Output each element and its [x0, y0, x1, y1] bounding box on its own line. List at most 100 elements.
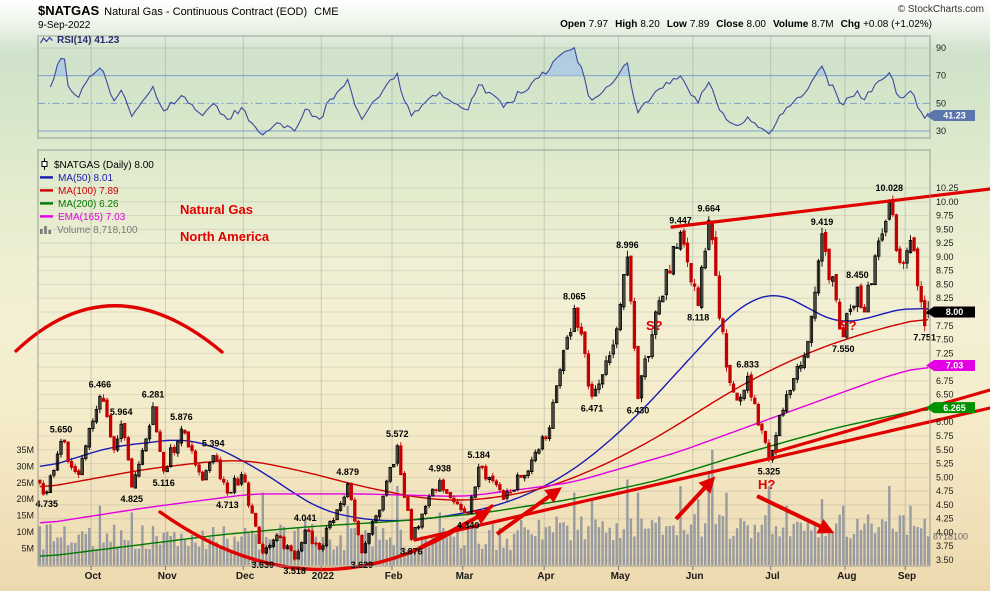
copyright: © StockCharts.com: [897, 4, 984, 15]
price-axis-tick: 8.50: [936, 279, 954, 289]
volume-axis-tick: 35M: [16, 445, 34, 455]
price-swing-label: 9.664: [698, 203, 721, 213]
x-axis-month-label: Oct: [85, 571, 102, 582]
g-ma-overlays: [39, 294, 929, 557]
price-swing-label: 9.447: [669, 215, 692, 225]
rsi-line-icon: [40, 36, 53, 44]
x-axis-month-label: Sep: [898, 571, 916, 582]
price-swing-label: 5.116: [153, 478, 175, 488]
rsi-label-text: RSI(14) 41.23: [57, 35, 120, 46]
g-gridlines: [38, 36, 930, 566]
price-axis-tick: 5.00: [936, 472, 954, 482]
price-swing-label: 3.518: [283, 566, 306, 576]
quote-value: 8.00: [746, 19, 766, 30]
annotation-text: North America: [180, 229, 270, 244]
price-swing-label: 5.184: [467, 450, 490, 460]
legend-item: $NATGAS (Daily) 8.00: [40, 158, 154, 173]
price-axis-tick: 5.50: [936, 445, 954, 455]
price-axis-tick: 3.50: [936, 555, 954, 565]
price-badge-8.00: [926, 306, 975, 318]
last-volume-value: 8718100: [933, 531, 968, 541]
legend-item: MA(100) 7.89: [40, 185, 154, 198]
price-swing-label: 4.340: [457, 521, 480, 531]
annotation-text: S?: [646, 318, 663, 333]
volume-axis-tick: 20M: [16, 494, 34, 504]
x-axis-month-label: Mar: [456, 571, 474, 582]
price-swing-label: 6.471: [581, 403, 604, 413]
price-swing-label: 7.550: [832, 344, 855, 354]
line-icon: [40, 186, 53, 197]
legend-item: MA(200) 6.26: [40, 198, 154, 211]
price-axis-tick: 4.50: [936, 500, 954, 510]
price-axis-tick: 5.25: [936, 459, 954, 469]
annotation-text: H?: [758, 477, 775, 492]
price-swing-label: 5.876: [170, 412, 193, 422]
volume-icon: [40, 224, 52, 237]
price-axis-tick: 5.75: [936, 431, 954, 441]
price-axis-tick: 6.75: [936, 376, 954, 386]
rsi-badge: [926, 110, 975, 121]
symbol-label: $NATGAS: [38, 3, 100, 18]
rsi-axis-tick: 30: [936, 126, 946, 136]
x-axis-month-label: Jul: [765, 571, 780, 582]
price-swing-label: 5.964: [110, 407, 133, 417]
legend-item: MA(50) 8.01: [40, 172, 154, 185]
x-axis-month-label: Feb: [385, 571, 403, 582]
chart-date: 9-Sep-2022: [38, 20, 91, 31]
legend-item: Volume 8,718,100: [40, 224, 154, 237]
quote-value: 7.97: [588, 19, 609, 30]
quote-value: 8.7M: [811, 19, 834, 30]
x-axis-month-label: Jun: [686, 571, 704, 582]
price-axis-tick: 9.50: [936, 224, 954, 234]
legend-label: MA(50) 8.01: [58, 173, 114, 184]
legend-label: MA(200) 6.26: [58, 199, 119, 210]
g-analyst-annotations: Natural Gas North America S? S? H?: [14, 187, 990, 572]
x-axis-month-label: 2022: [312, 571, 335, 582]
price-swing-label: 5.394: [202, 439, 225, 449]
legend-label: Volume 8,718,100: [57, 225, 138, 236]
line-icon: [40, 199, 53, 210]
price-swing-label: 4.713: [216, 500, 239, 510]
price-swing-label: 4.825: [121, 494, 144, 504]
g-rsi-plot: [49, 46, 929, 136]
price-axis-tick: 7.25: [936, 348, 954, 358]
chart-legend: $NATGAS (Daily) 8.00 MA(50) 8.01 MA(100) 7…: [40, 158, 154, 237]
quote-value: 8.20: [640, 19, 660, 30]
rsi-indicator-label: RSI(14) 41.23: [40, 35, 119, 46]
quote-value: 7.89: [689, 19, 710, 30]
price-axis-tick: 6.50: [936, 390, 954, 400]
price-axis-tick: 10.00: [936, 197, 959, 207]
price-swing-label: 3.876: [400, 546, 423, 556]
quote-label: Close: [716, 19, 744, 30]
chart-title: Natural Gas - Continuous Contract (EOD): [104, 6, 308, 18]
price-axis-tick: 9.00: [936, 252, 954, 262]
legend-item: EMA(165) 7.03: [40, 211, 154, 224]
price-swing-label: 9.419: [811, 217, 834, 227]
rsi-axis-tick: 50: [936, 98, 946, 108]
volume-axis-tick: 30M: [16, 461, 34, 471]
price-badge-8.00-text: 8.00: [946, 307, 964, 317]
line-icon: [40, 173, 53, 184]
quote-value: +0.08 (+1.02%): [863, 19, 932, 30]
candlestick-icon: [40, 158, 49, 173]
price-badge-7.03: [926, 360, 975, 371]
price-badge-6.265-text: 6.265: [943, 403, 966, 413]
x-axis-month-label: Aug: [837, 571, 856, 582]
rsi-axis-tick: 70: [936, 71, 946, 81]
x-axis-month-label: May: [611, 571, 631, 582]
price-swing-label: 10.028: [876, 183, 904, 193]
rsi-axis-tick: 90: [936, 43, 946, 53]
volume-axis-tick: 25M: [16, 478, 34, 488]
line-icon: [40, 212, 53, 223]
price-swing-label: 8.065: [563, 291, 586, 301]
overlay-MA(100): [39, 319, 929, 501]
quote-label: Open: [560, 19, 586, 30]
x-axis-month-label: Apr: [537, 571, 554, 582]
price-swing-label: 4.938: [429, 464, 452, 474]
x-axis-month-label: Dec: [236, 571, 255, 582]
g-axes: 90 70 50 30 3.50 3.75 4.00 4.25 4.50 4.75 5.00 5.25…: [16, 35, 968, 582]
price-axis-tick: 6.00: [936, 417, 954, 427]
price-swing-label: 6.430: [627, 406, 650, 416]
